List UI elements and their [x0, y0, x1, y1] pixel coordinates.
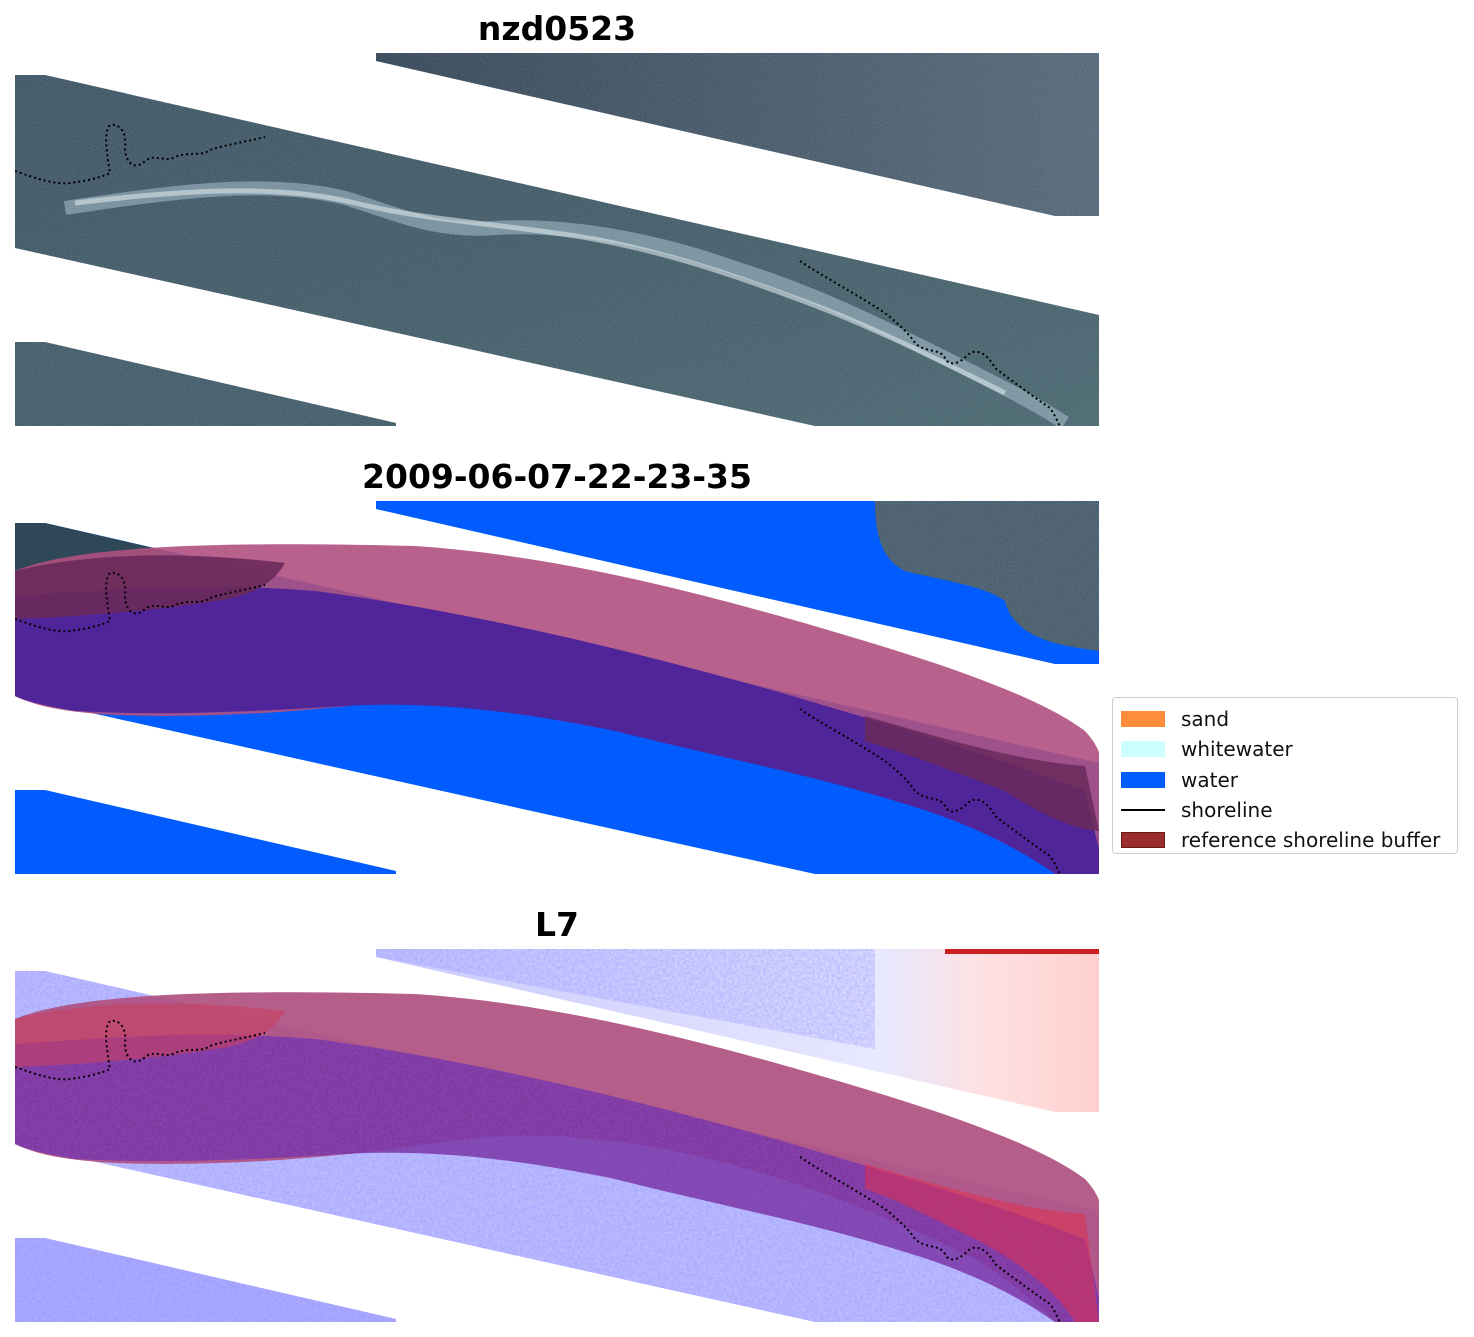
legend-item-whitewater: whitewater: [1121, 734, 1449, 764]
legend-item-shoreline: shoreline: [1121, 795, 1449, 825]
legend-item-reference-buffer: reference shoreline buffer: [1121, 825, 1449, 855]
panel-title-rgb: nzd0523: [477, 9, 637, 48]
legend-line-shoreline: [1121, 802, 1165, 818]
rgb-image-panel: [15, 53, 1099, 426]
classified-overlap: [15, 586, 1099, 874]
legend-label-water: water: [1181, 767, 1238, 792]
legend-swatch-reference-buffer: [1121, 832, 1165, 849]
legend-item-water: water: [1121, 765, 1449, 795]
legend-swatch-water: [1121, 771, 1165, 788]
surf-zone: [63, 181, 1069, 426]
panel-title-classified: 2009-06-07-22-23-35: [362, 457, 752, 496]
legend-item-sand: sand: [1121, 704, 1449, 734]
legend-swatch-whitewater: [1121, 741, 1165, 758]
legend-label-sand: sand: [1181, 707, 1230, 732]
classified-image-panel: [15, 501, 1099, 874]
index-image-panel: [15, 949, 1099, 1322]
legend-swatch-sand: [1121, 711, 1165, 728]
legend-label-shoreline: shoreline: [1181, 798, 1273, 823]
legend-label-reference-buffer: reference shoreline buffer: [1181, 828, 1441, 853]
legend-label-whitewater: whitewater: [1181, 737, 1293, 762]
water-class-bottom: [15, 790, 396, 874]
legend: sand whitewater water shoreline referenc…: [1112, 697, 1458, 854]
panel-title-index: L7: [535, 905, 579, 944]
